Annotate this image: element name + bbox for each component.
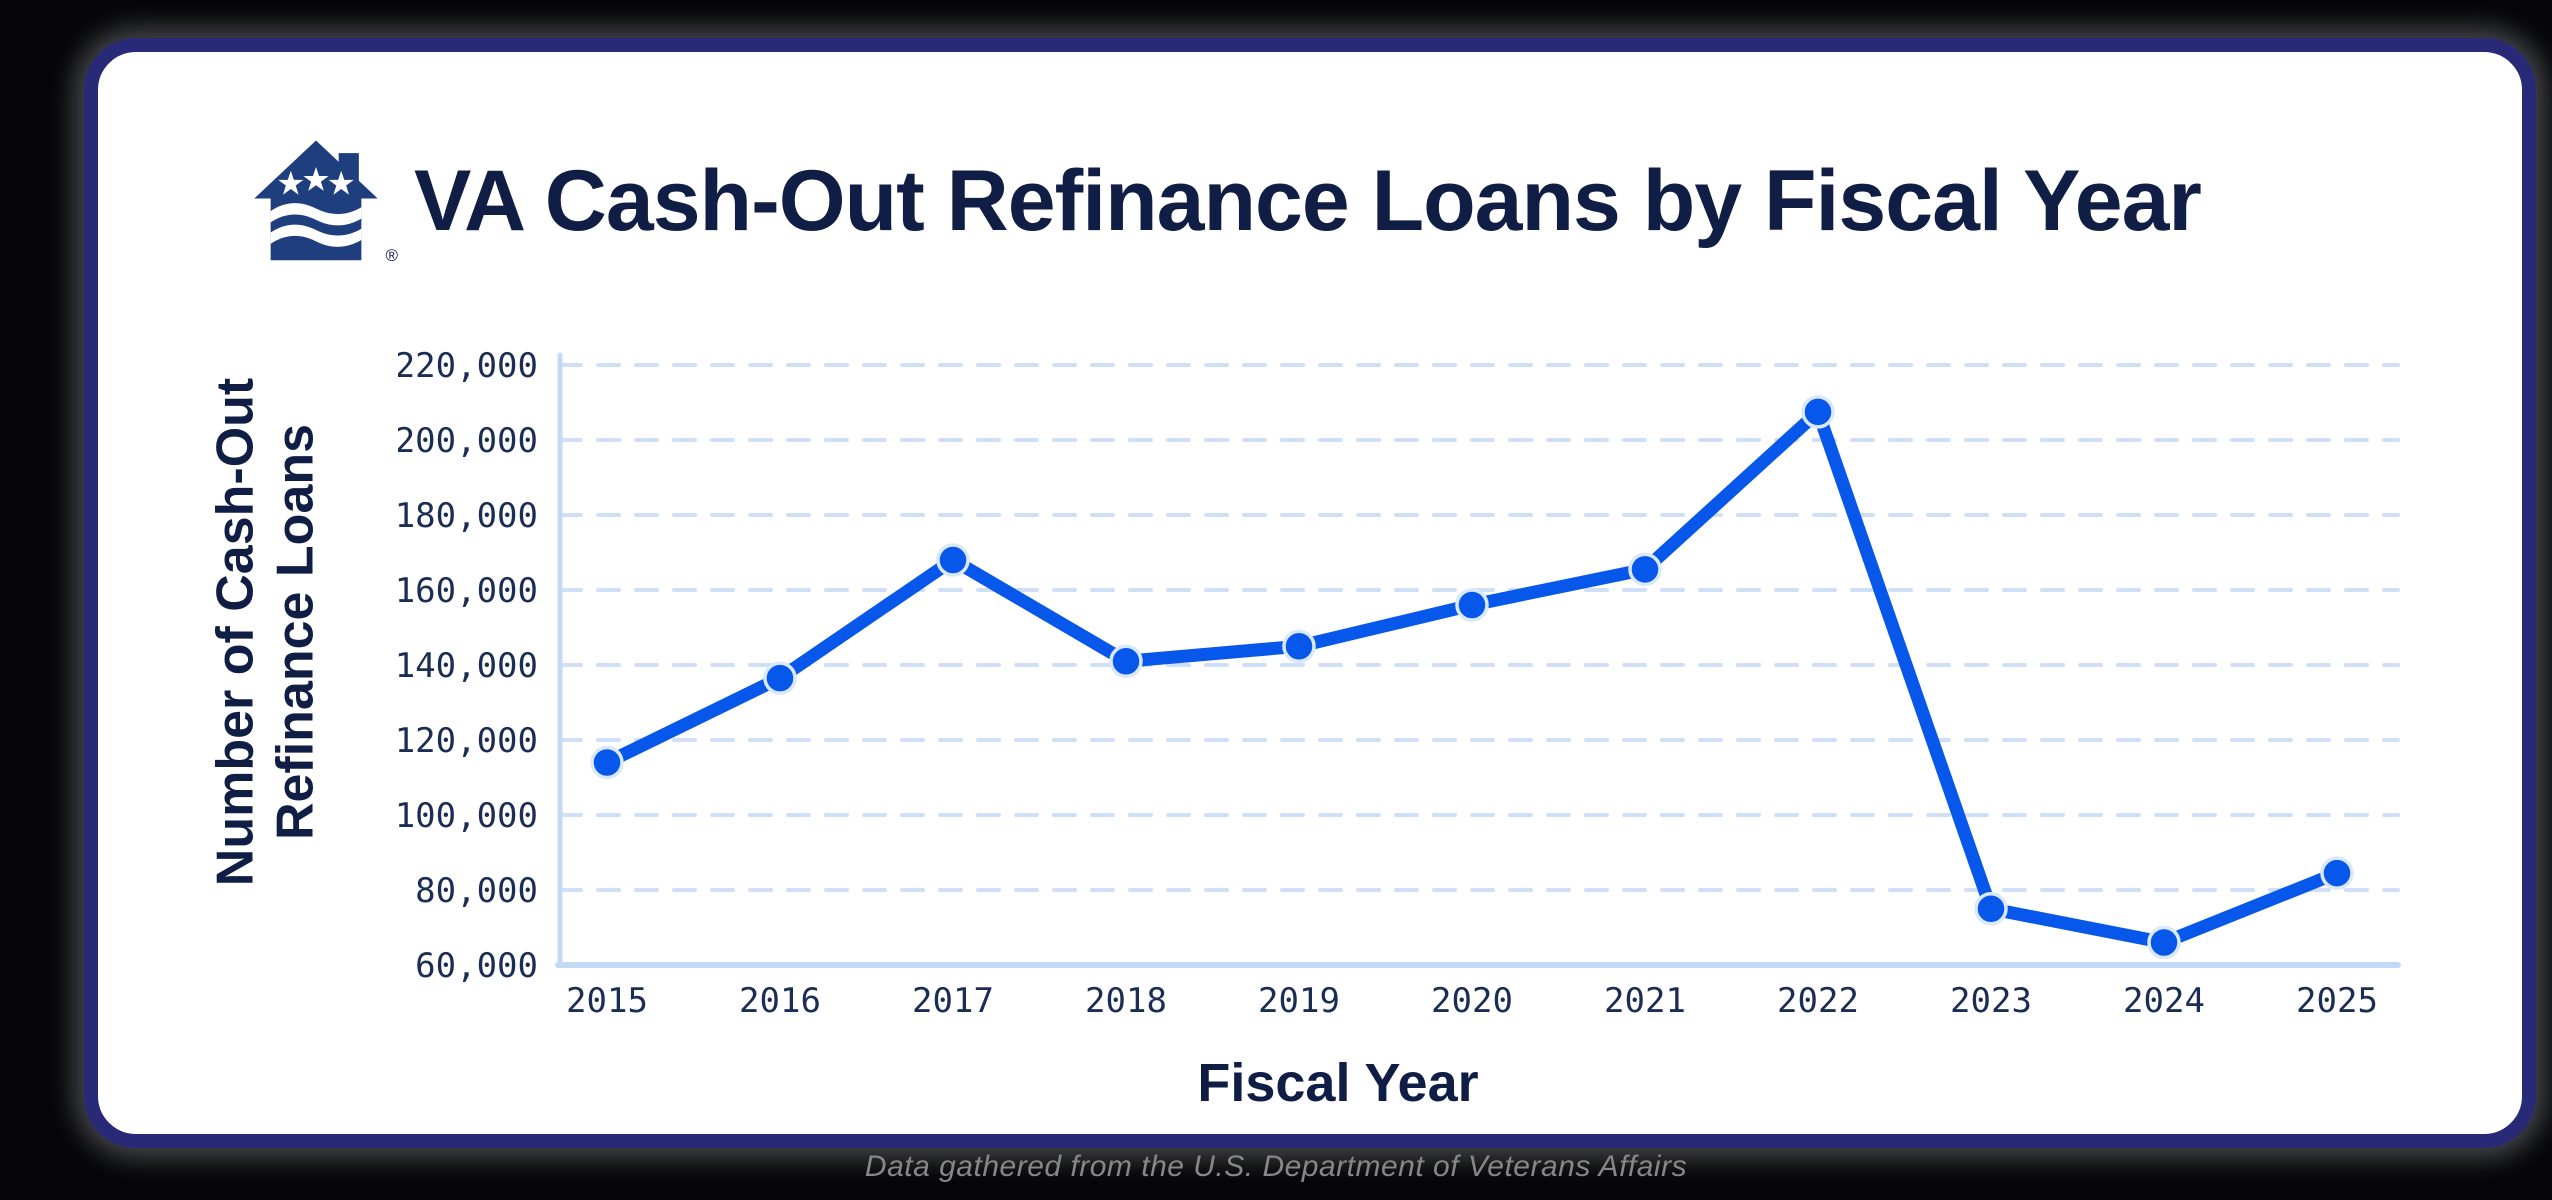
data-point-2018 bbox=[1109, 644, 1143, 678]
data-point-2017 bbox=[936, 543, 970, 577]
x-tick-label: 2025 bbox=[2296, 981, 2378, 1021]
y-axis-title-line1: Number of Cash-Out bbox=[206, 377, 265, 887]
data-point-2021 bbox=[1628, 552, 1662, 587]
header: ® VA Cash-Out Refinance Loans by Fiscal … bbox=[240, 136, 2202, 266]
va-house-logo-icon: ® bbox=[240, 138, 398, 265]
y-tick-label: 60,000 bbox=[415, 946, 538, 986]
y-tick-label: 220,000 bbox=[398, 346, 538, 386]
registered-trademark: ® bbox=[385, 246, 398, 265]
x-tick-label: 2019 bbox=[1258, 981, 1340, 1021]
data-point-2020 bbox=[1455, 588, 1489, 622]
data-source-note: Data gathered from the U.S. Department o… bbox=[864, 1150, 1688, 1183]
chart-card: ® VA Cash-Out Refinance Loans by Fiscal … bbox=[84, 38, 2536, 1148]
logo-stars bbox=[278, 166, 354, 195]
page-title: VA Cash-Out Refinance Loans by Fiscal Ye… bbox=[414, 152, 2202, 249]
x-tick-label: 2022 bbox=[1777, 981, 1859, 1021]
x-tick-label: 2016 bbox=[739, 981, 821, 1021]
x-tick-label: 2021 bbox=[1604, 981, 1686, 1021]
y-axis-title: Number of Cash-Out Refinance Loans bbox=[206, 378, 327, 886]
x-tick-label: 2018 bbox=[1085, 981, 1167, 1021]
line-chart: 60,000 80,000 100,000 120,000 140,000 160,000… bbox=[398, 346, 2401, 1021]
x-tick-label: 2023 bbox=[1950, 981, 2032, 1021]
y-tick-label: 180,000 bbox=[398, 496, 538, 536]
y-axis-title-line2: Refinance Loans bbox=[267, 423, 325, 841]
y-tick-label: 120,000 bbox=[398, 721, 538, 761]
logo-waves bbox=[270, 203, 362, 247]
data-point-2025 bbox=[2320, 856, 2354, 890]
y-tick-label: 80,000 bbox=[415, 871, 538, 911]
trend-line bbox=[600, 405, 2344, 949]
y-tick-label: 100,000 bbox=[398, 796, 538, 836]
data-point-2022 bbox=[1801, 395, 1835, 429]
x-tick-label: 2017 bbox=[912, 981, 994, 1021]
data-point-2023 bbox=[1974, 892, 2008, 926]
y-tick-label: 140,000 bbox=[398, 646, 538, 686]
x-tick-label: 2024 bbox=[2123, 981, 2205, 1021]
x-axis-title: Fiscal Year bbox=[1197, 1053, 1479, 1113]
va-house-logo-svg bbox=[254, 140, 378, 261]
data-point-2019 bbox=[1282, 629, 1316, 663]
y-tick-label: 200,000 bbox=[398, 421, 538, 461]
x-tick-label: 2015 bbox=[566, 981, 648, 1021]
data-point-2016 bbox=[763, 661, 797, 695]
y-tick-label: 160,000 bbox=[398, 571, 538, 611]
x-tick-label: 2020 bbox=[1431, 981, 1513, 1021]
data-point-2015 bbox=[590, 745, 624, 780]
data-point-2024 bbox=[2147, 925, 2181, 960]
